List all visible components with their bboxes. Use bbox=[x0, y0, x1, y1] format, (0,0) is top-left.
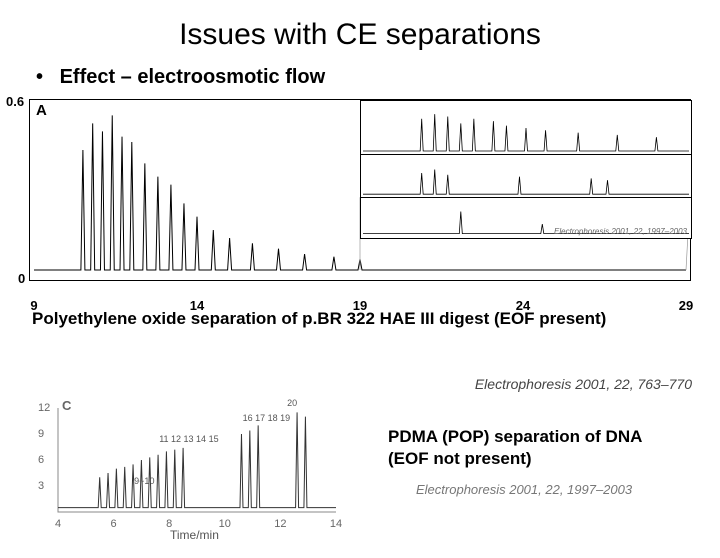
caption-c-line1: PDMA (POP) separation of DNA bbox=[388, 427, 642, 446]
chart-a-inset-1 bbox=[360, 100, 692, 156]
panel-label-c: C bbox=[62, 398, 71, 413]
chart-a-electropherogram: A 0.6 0 914192429 Electrophoresis 2001, … bbox=[29, 99, 691, 281]
chart-c-svg bbox=[40, 398, 340, 528]
bullet-dot: • bbox=[36, 66, 54, 89]
chart-a-ymax: 0.6 bbox=[6, 94, 24, 109]
chart-a-inset-2 bbox=[360, 154, 692, 199]
bullet-effect: • Effect – electroosmotic flow bbox=[36, 66, 720, 89]
chart-a-inset-3: Electrophoresis 2001, 22, 1997–2003 bbox=[360, 197, 692, 239]
caption-c-line2: (EOF not present) bbox=[388, 449, 532, 468]
slide-title: Issues with CE separations bbox=[0, 18, 720, 52]
chart-c-electropherogram: C 36912 468101214 Time/min 9~1011 12 13 … bbox=[40, 398, 340, 528]
chart-a-ymin: 0 bbox=[18, 271, 25, 286]
bullet-text: Effect – electroosmotic flow bbox=[60, 66, 326, 88]
caption-chart-c: PDMA (POP) separation of DNA (EOF not pr… bbox=[388, 426, 688, 470]
citation-top-right: Electrophoresis 2001, 22, 763–770 bbox=[475, 376, 692, 392]
caption-chart-a: Polyethylene oxide separation of p.BR 32… bbox=[32, 309, 710, 329]
chart-a-inset-citation: Electrophoresis 2001, 22, 1997–2003 bbox=[554, 227, 687, 236]
citation-chart-c: Electrophoresis 2001, 22, 1997–2003 bbox=[416, 482, 632, 497]
panel-label-a: A bbox=[36, 102, 47, 119]
